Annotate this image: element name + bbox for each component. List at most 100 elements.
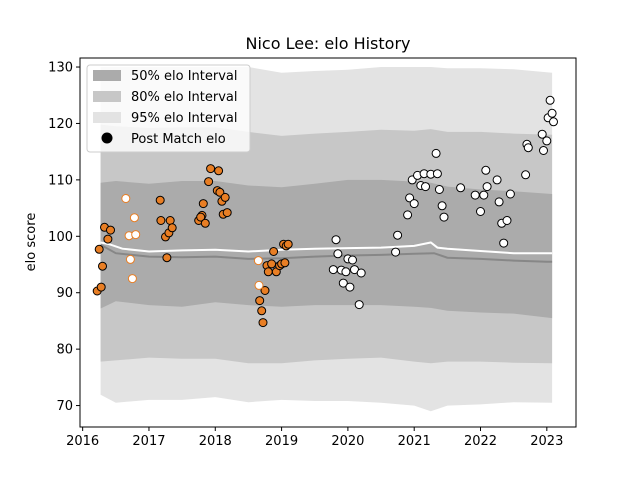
axes-frame [79,57,577,428]
data-point [121,194,131,203]
legend-label-95: 95% elo Interval [131,111,238,126]
data-point [542,136,552,146]
data-point [482,182,492,192]
data-point [434,185,444,194]
data-point [255,296,265,306]
data-point [257,306,267,316]
data-point [155,195,165,205]
data-point [432,169,442,179]
data-point [263,267,273,277]
legend-marker-post-match [101,132,113,144]
data-point [283,239,293,249]
y-tick-label: 70 [56,399,73,414]
data-point [214,166,224,176]
data-point [437,201,447,211]
legend-box [86,64,251,153]
data-point [494,197,504,207]
data-point [549,117,558,127]
data-point [456,183,466,193]
x-tick-label: 2023 [530,434,563,449]
legend: 50% elo Interval 80% elo Interval 95% el… [86,64,251,153]
data-point [253,256,263,266]
legend-swatch-50 [93,70,121,81]
data-point [258,318,268,328]
y-tick-label: 80 [56,343,73,358]
y-axis-label: elo score [24,213,39,272]
data-point [499,238,509,248]
data-point [409,199,419,209]
data-point [254,280,264,290]
data-point [331,235,341,245]
data-point [198,199,208,209]
data-point [200,218,210,228]
data-point [131,230,141,240]
mean-line [100,241,553,255]
data-point [345,282,355,292]
y-tick-label: 90 [56,286,73,301]
data-point [393,230,403,240]
data-point [391,247,401,257]
data-point [338,278,348,288]
data-point [523,143,533,153]
data-point [125,254,135,264]
data-point [348,255,357,265]
data-point [502,216,512,225]
plot-area [92,67,558,412]
data-point [129,213,139,223]
data-point [539,146,548,155]
y-tick-label: 120 [48,117,73,132]
data-point [521,170,531,180]
data-point [537,129,547,139]
y-tick-label: 130 [48,61,73,76]
data-point [206,164,216,174]
chart-title: Nico Lee: elo History [246,34,411,53]
data-point [165,216,175,225]
data-point [479,190,489,200]
y-axis: 70 80 90 100 110 120 130 [48,61,80,414]
data-point [431,148,441,158]
data-point [267,259,277,269]
data-point [505,189,515,199]
data-point [222,208,232,218]
x-tick-label: 2019 [265,434,298,449]
series-white [328,95,558,310]
data-point [220,192,230,202]
data-point [403,210,413,220]
data-point [204,177,214,187]
legend-swatch-95 [93,112,121,123]
data-point [215,187,225,197]
data-point [354,300,364,310]
data-point [421,182,430,192]
data-point [545,95,555,105]
data-point [476,207,485,216]
data-point [328,265,338,275]
legend-label-50: 50% elo Interval [131,69,238,84]
x-tick-label: 2017 [132,434,165,449]
series-orange-hollow [121,194,264,290]
x-tick-label: 2020 [331,434,364,449]
data-point [260,286,270,295]
data-point [106,225,115,235]
data-point [269,247,279,256]
y-tick-label: 100 [48,230,73,245]
legend-label-80: 80% elo Interval [131,90,238,105]
data-point [103,234,113,244]
legend-swatch-80 [93,91,121,102]
x-tick-label: 2016 [66,434,99,449]
data-point [162,253,172,263]
data-point [167,223,177,233]
data-point [96,282,106,292]
data-point [196,212,206,222]
data-point [94,244,104,254]
series-orange-filled [92,164,293,328]
y-tick-label: 110 [48,173,73,188]
data-point [470,190,480,200]
data-point [405,193,415,203]
x-tick-label: 2022 [464,434,497,449]
data-point [280,258,290,268]
x-axis: 2016 2017 2018 2019 2020 2021 2022 2023 [66,427,563,449]
x-tick-label: 2021 [398,434,431,449]
data-point [127,274,137,284]
